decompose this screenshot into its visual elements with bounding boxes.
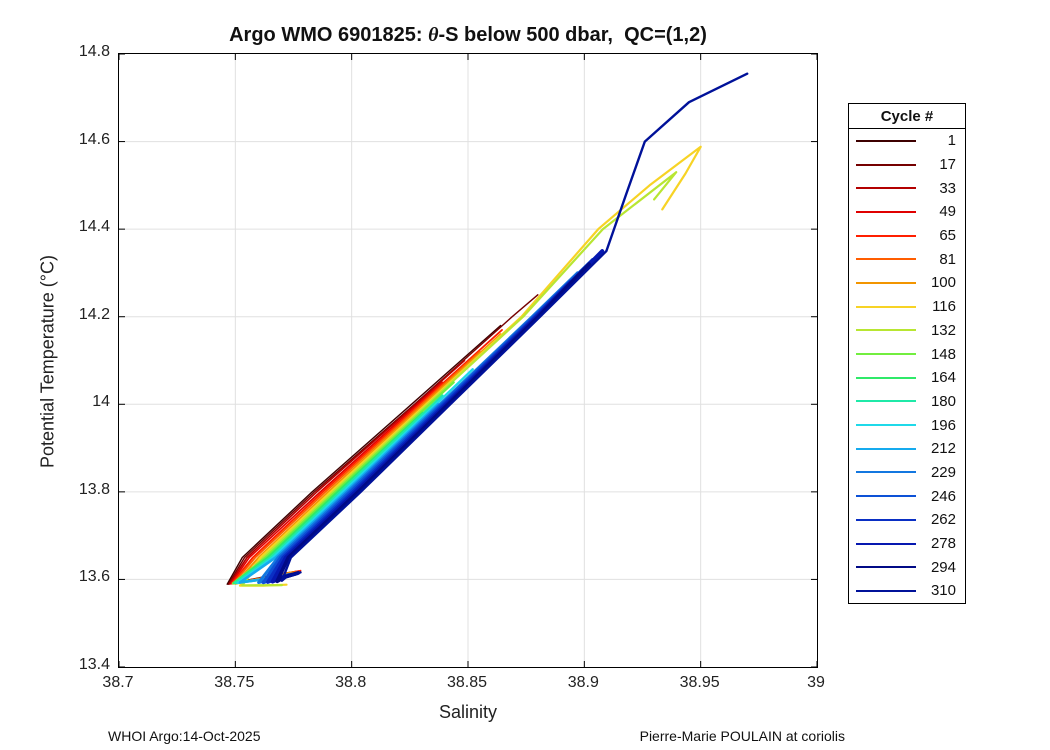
legend-entry-label: 246 (930, 487, 956, 505)
legend-entry-label: 116 (932, 298, 956, 316)
x-tick-label: 38.95 (679, 674, 720, 691)
legend-line-sample (856, 187, 916, 190)
y-tick-label: 13.6 (78, 568, 110, 586)
footer-source-text: WHOI Argo:14-Oct-2025 (108, 728, 261, 744)
legend-entry: 116 (849, 295, 965, 319)
legend-entry: 100 (849, 271, 965, 295)
profile-cycle-310 (280, 72, 749, 582)
y-tick-label: 14.6 (78, 130, 110, 148)
legend-entry: 33 (849, 176, 965, 200)
y-tick-label: 14 (92, 393, 110, 411)
legend-entry-label: 212 (930, 440, 956, 458)
legend-entry: 212 (849, 437, 965, 461)
legend-entry-label: 180 (930, 392, 956, 410)
legend-entry: 196 (849, 413, 965, 437)
legend-line-sample (856, 447, 916, 450)
legend-line-sample (856, 424, 916, 427)
legend-line-sample (856, 281, 916, 284)
y-tick-label: 14.4 (78, 218, 110, 236)
x-tick-label: 38.9 (567, 674, 599, 691)
legend-entry-label: 1 (947, 132, 956, 150)
legend-entry-label: 148 (930, 345, 956, 363)
legend-title: Cycle # (849, 104, 965, 129)
legend-entry: 148 (849, 342, 965, 366)
legend-entry-label: 81 (939, 250, 956, 268)
legend-line-sample (856, 329, 916, 332)
legend-entry-label: 65 (939, 227, 956, 245)
legend-entry: 278 (849, 532, 965, 556)
legend-line-sample (856, 234, 916, 237)
legend-entry: 81 (849, 247, 965, 271)
x-tick-label: 39 (807, 674, 825, 691)
legend-line-sample (856, 566, 916, 569)
legend-line-sample (856, 518, 916, 521)
legend-entry-label: 294 (930, 558, 956, 576)
x-axis-label: Salinity (438, 702, 498, 722)
legend-entry-label: 310 (930, 582, 956, 600)
legend-entry: 180 (849, 390, 965, 414)
legend-line-sample (856, 542, 916, 545)
y-tick-label: 13.4 (78, 656, 110, 673)
legend-entry-label: 278 (930, 535, 956, 553)
legend-entry: 65 (849, 224, 965, 248)
legend-line-sample (856, 376, 916, 379)
plot-title-prefix: Argo WMO 6901825: (229, 24, 429, 46)
theta-s-curves (119, 54, 817, 667)
legend-box: Cycle # 1 17 33 49 65 81 100 116 132 148 164 180 196… (848, 103, 966, 604)
legend-entry-label: 33 (939, 179, 956, 197)
legend-entry-label: 17 (939, 156, 956, 174)
legend-line-sample (856, 589, 916, 592)
legend-entry-label: 196 (930, 416, 956, 434)
plot-title-suffix: -S below 500 dbar, QC=(1,2) (438, 24, 707, 46)
plot-area (118, 53, 818, 668)
y-tick-label: 14.2 (78, 305, 110, 323)
legend-line-sample (856, 258, 916, 261)
legend-entry: 310 (849, 579, 965, 603)
legend-line-sample (856, 400, 916, 403)
legend-entry: 164 (849, 366, 965, 390)
legend-entry: 246 (849, 484, 965, 508)
legend-entry: 262 (849, 508, 965, 532)
legend-line-sample (856, 210, 916, 213)
legend-entry: 294 (849, 555, 965, 579)
legend-entry: 1 (849, 129, 965, 153)
legend-entry-label: 229 (930, 463, 956, 481)
legend-entries: 1 17 33 49 65 81 100 116 132 148 164 180 196 212 229 24… (849, 129, 965, 603)
legend-entry-label: 100 (930, 274, 956, 292)
y-tick-label: 13.8 (78, 480, 110, 498)
legend-line-sample (856, 305, 916, 308)
x-tick-label: 38.7 (102, 674, 134, 691)
footer-credit-text: Pierre-Marie POULAIN at coriolis (639, 728, 845, 744)
legend-entry: 17 (849, 153, 965, 177)
legend-line-sample (856, 471, 916, 474)
legend-line-sample (856, 353, 916, 356)
legend-entry: 229 (849, 461, 965, 485)
legend-entry-label: 132 (930, 321, 956, 339)
x-tick-label: 38.8 (335, 674, 367, 691)
legend-entry: 49 (849, 200, 965, 224)
legend-entry-label: 164 (930, 369, 956, 387)
legend-entry: 132 (849, 319, 965, 343)
legend-entry-label: 262 (930, 511, 956, 529)
theta-symbol: θ (428, 24, 439, 46)
legend-entry-label: 49 (939, 203, 956, 221)
x-tick-label: 38.85 (446, 674, 488, 691)
legend-line-sample (856, 495, 916, 498)
legend-line-sample (856, 163, 916, 166)
plot-title: Argo WMO 6901825: θ-S below 500 dbar, QC… (118, 24, 818, 47)
x-tick-label: 38.75 (214, 674, 255, 691)
y-tick-label: 14.8 (78, 43, 110, 60)
legend-line-sample (856, 139, 916, 142)
